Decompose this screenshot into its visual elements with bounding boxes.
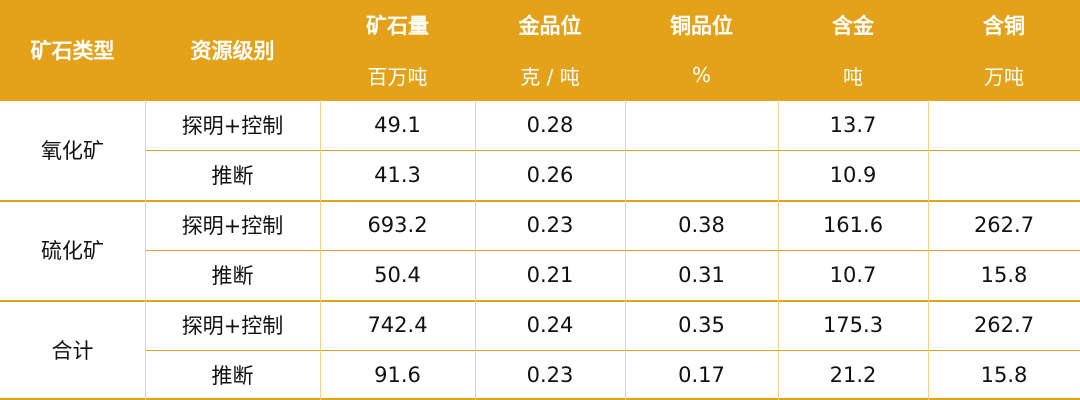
value-cell: 161.6 (822, 213, 884, 237)
value-cell: 15.8 (980, 363, 1028, 387)
value-cell: 10.9 (829, 163, 877, 187)
value-cell: 49.1 (374, 113, 421, 137)
column-divider (928, 100, 929, 400)
header-divider (0, 99, 1080, 101)
value-cell: 15.8 (980, 263, 1028, 287)
value-cell: 742.4 (367, 313, 428, 337)
value-cell: 50.4 (374, 263, 421, 287)
value-cell: 0.21 (526, 263, 574, 287)
header-unit: 克 / 吨 (520, 64, 580, 89)
resource-level: 推断 (211, 264, 254, 288)
resource-level: 推断 (211, 364, 254, 388)
value-cell: 10.7 (829, 263, 877, 287)
header-unit: % (691, 63, 711, 87)
resource-level: 推断 (211, 164, 254, 188)
resource-level: 探明+控制 (181, 214, 284, 238)
value-cell: 175.3 (822, 313, 884, 337)
value-cell: 262.7 (973, 213, 1035, 237)
header-cell: 资源级别 (190, 39, 275, 63)
value-cell: 0.26 (526, 163, 574, 187)
value-cell: 0.17 (678, 363, 725, 387)
header-background (0, 0, 1080, 100)
group-divider (0, 200, 1080, 202)
ore-type: 硫化矿 (41, 239, 104, 263)
header-cell: 铜品位 (670, 14, 733, 38)
value-cell: 41.3 (374, 163, 421, 187)
value-cell: 0.31 (678, 263, 725, 287)
value-cell: 13.7 (829, 113, 877, 137)
header-unit: 吨 (843, 64, 863, 89)
column-divider (320, 100, 321, 400)
group-divider (0, 398, 1080, 400)
value-cell: 91.6 (374, 363, 421, 387)
header-cell: 含铜 (983, 14, 1025, 38)
value-cell: 262.7 (973, 313, 1035, 337)
column-divider (778, 100, 779, 400)
value-cell: 0.23 (526, 213, 574, 237)
header-cell: 矿石类型 (30, 39, 115, 63)
value-cell: 21.2 (829, 363, 877, 387)
column-divider (475, 100, 476, 400)
header-unit: 万吨 (984, 64, 1024, 89)
value-cell: 0.35 (678, 313, 725, 337)
column-divider (625, 100, 626, 400)
header-cell: 含金 (832, 14, 874, 38)
row-divider (145, 150, 1080, 151)
value-cell: 0.23 (526, 363, 574, 387)
ore-type: 合计 (51, 339, 94, 363)
value-cell: 0.28 (526, 113, 574, 137)
value-cell: 693.2 (367, 213, 428, 237)
ore-type: 氧化矿 (41, 139, 104, 163)
header-unit: 百万吨 (367, 64, 428, 89)
column-divider (145, 100, 146, 400)
resource-level: 探明+控制 (181, 314, 284, 338)
value-cell: 0.38 (678, 213, 725, 237)
value-cell: 0.24 (526, 313, 574, 337)
group-divider (0, 300, 1080, 302)
header-cell: 矿石量 (366, 14, 429, 38)
header-cell: 金品位 (518, 14, 582, 38)
row-divider (145, 350, 1080, 351)
row-divider (145, 250, 1080, 251)
resource-level: 探明+控制 (181, 114, 284, 138)
